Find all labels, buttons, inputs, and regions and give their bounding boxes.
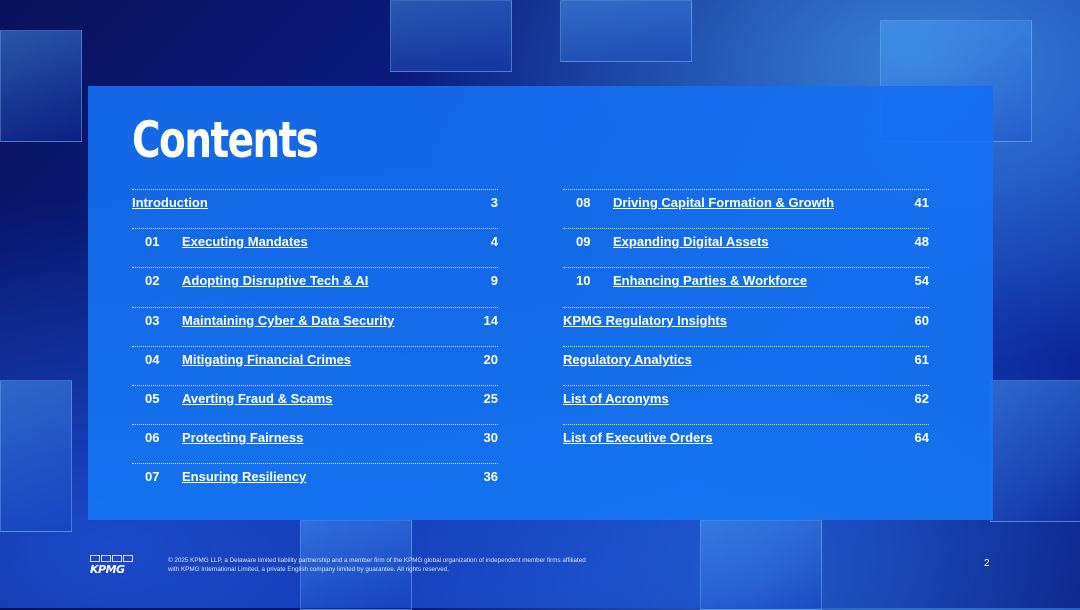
toc-page-number: 64 xyxy=(914,430,929,446)
toc-chapter-number: 10 xyxy=(576,273,591,289)
toc-chapter-number: 07 xyxy=(145,469,160,485)
toc-link[interactable]: Adopting Disruptive Tech & AI xyxy=(182,273,369,289)
toc-link[interactable]: Regulatory Analytics xyxy=(563,351,692,367)
page-title: Contents xyxy=(132,111,319,169)
toc-link[interactable]: Enhancing Parties & Workforce xyxy=(613,273,808,289)
toc-row: 09 Expanding Digital Assets 48 xyxy=(563,228,929,267)
toc-link[interactable]: Executing Mandates xyxy=(182,234,308,250)
toc-page-number: 48 xyxy=(914,234,929,250)
toc-row: Introduction 3 xyxy=(132,189,498,228)
toc-link[interactable]: Ensuring Resiliency xyxy=(182,469,307,485)
toc-page-number: 20 xyxy=(483,351,498,367)
toc-row: 03 Maintaining Cyber & Data Security 14 xyxy=(132,306,498,346)
contents-column-right: 08 Driving Capital Formation & Growth 41… xyxy=(563,189,929,463)
toc-page-number: 41 xyxy=(914,195,929,210)
background-cube xyxy=(990,380,1080,522)
toc-chapter-number: 04 xyxy=(145,351,160,367)
toc-page-number: 4 xyxy=(490,234,498,250)
background-cube xyxy=(560,0,692,62)
toc-link[interactable]: Introduction xyxy=(132,195,208,210)
toc-page-number: 36 xyxy=(483,469,498,485)
toc-chapter-number: 03 xyxy=(145,312,160,328)
toc-page-number: 54 xyxy=(914,273,929,289)
toc-row: 10 Enhancing Parties & Workforce 54 xyxy=(563,267,929,306)
background-cube xyxy=(300,520,412,610)
toc-row: KPMG Regulatory Insights 60 xyxy=(563,306,929,346)
toc-row: 05 Averting Fraud & Scams 25 xyxy=(132,384,498,424)
toc-row: 07 Ensuring Resiliency 36 xyxy=(132,463,498,502)
toc-page-number: 3 xyxy=(490,195,498,210)
toc-row: 04 Mitigating Financial Crimes 20 xyxy=(132,345,498,385)
contents-column-left: Introduction 3 01 Executing Mandates 4 0… xyxy=(132,189,498,503)
toc-chapter-number: 09 xyxy=(576,234,591,250)
toc-row: Regulatory Analytics 61 xyxy=(563,345,929,385)
background-cube xyxy=(700,520,822,610)
toc-link[interactable]: Expanding Digital Assets xyxy=(613,234,769,250)
toc-link[interactable]: List of Acronyms xyxy=(563,390,669,406)
toc-page-number: 61 xyxy=(914,351,929,367)
toc-page-number: 25 xyxy=(483,390,498,406)
toc-chapter-number: 05 xyxy=(145,390,160,406)
toc-row: List of Executive Orders 64 xyxy=(563,424,929,463)
background-cube xyxy=(0,380,72,532)
toc-link[interactable]: Averting Fraud & Scams xyxy=(182,390,333,406)
page-number: 2 xyxy=(984,558,990,569)
toc-page-number: 14 xyxy=(483,312,498,328)
toc-link[interactable]: KPMG Regulatory Insights xyxy=(563,312,727,328)
toc-row: List of Acronyms 62 xyxy=(563,384,929,424)
toc-row: 01 Executing Mandates 4 xyxy=(132,228,498,267)
toc-link[interactable]: Mitigating Financial Crimes xyxy=(182,351,352,367)
toc-link[interactable]: Protecting Fairness xyxy=(182,430,304,446)
toc-chapter-number: 08 xyxy=(576,195,591,210)
contents-panel xyxy=(88,86,993,520)
toc-chapter-number: 06 xyxy=(145,430,160,446)
toc-page-number: 62 xyxy=(914,390,929,406)
toc-link[interactable]: Driving Capital Formation & Growth xyxy=(613,195,835,210)
background-cube xyxy=(390,0,512,72)
toc-row: 06 Protecting Fairness 30 xyxy=(132,424,498,463)
legal-notice: © 2025 KPMG LLP, a Delaware limited liab… xyxy=(168,557,586,573)
background-cube xyxy=(0,30,82,142)
kpmg-logo: KPMG xyxy=(90,555,134,576)
logo-text: KPMG xyxy=(90,563,125,576)
toc-page-number: 60 xyxy=(914,312,929,328)
logo-boxes xyxy=(90,555,134,562)
toc-row: 02 Adopting Disruptive Tech & AI 9 xyxy=(132,267,498,306)
toc-row: 08 Driving Capital Formation & Growth 41 xyxy=(563,189,929,228)
toc-chapter-number: 02 xyxy=(145,273,160,289)
toc-page-number: 9 xyxy=(490,273,498,289)
toc-link[interactable]: List of Executive Orders xyxy=(563,430,713,446)
toc-chapter-number: 01 xyxy=(145,234,160,250)
toc-link[interactable]: Maintaining Cyber & Data Security xyxy=(182,312,395,328)
toc-page-number: 30 xyxy=(483,430,498,446)
